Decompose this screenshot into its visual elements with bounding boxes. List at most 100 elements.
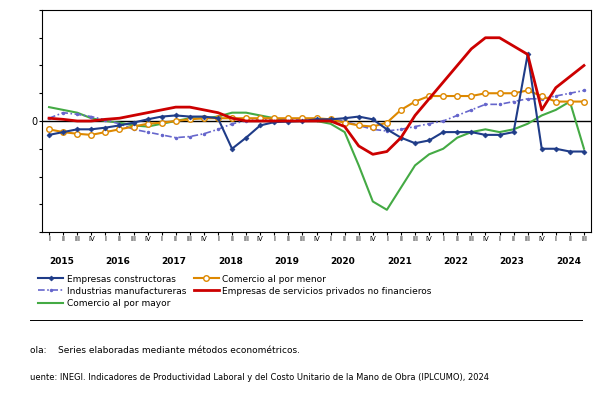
Empresas constructoras: [566, 149, 574, 154]
Comercio al por menor: [46, 127, 53, 132]
Industrias manufactureras: [102, 118, 109, 122]
Comercio al por mayor: [538, 113, 545, 118]
Comercio al por menor: [313, 116, 320, 121]
Industrias manufactureras: [454, 113, 461, 118]
Text: 2021: 2021: [387, 257, 412, 266]
Empresas constructoras: [257, 123, 264, 128]
Comercio al por mayor: [158, 121, 165, 126]
Empresas constructoras: [369, 117, 376, 122]
Comercio al por mayor: [116, 120, 123, 125]
Empresas de servicios privados no financieros: [313, 118, 320, 123]
Comercio al por menor: [257, 116, 264, 121]
Empresas de servicios privados no financieros: [397, 135, 404, 140]
Empresas de servicios privados no financieros: [566, 74, 574, 79]
Comercio al por mayor: [46, 105, 53, 110]
Line: Empresas constructoras: Empresas constructoras: [47, 53, 586, 153]
Empresas de servicios privados no financieros: [412, 113, 419, 118]
Industrias manufactureras: [425, 121, 433, 126]
Comercio al por mayor: [468, 130, 475, 134]
Comercio al por menor: [524, 88, 531, 93]
Comercio al por mayor: [510, 127, 517, 132]
Comercio al por menor: [341, 120, 348, 125]
Empresas constructoras: [214, 116, 221, 121]
Text: 2020: 2020: [331, 257, 355, 266]
Empresas de servicios privados no financieros: [327, 118, 334, 123]
Text: 2016: 2016: [106, 257, 130, 266]
Empresas de servicios privados no financieros: [524, 52, 531, 57]
Empresas de servicios privados no financieros: [74, 118, 81, 123]
Legend: Empresas constructoras, Industrias manufactureras, Comercio al por mayor, Comerc: Empresas constructoras, Industrias manuf…: [35, 271, 436, 312]
Comercio al por menor: [299, 116, 306, 121]
Text: 2015: 2015: [49, 257, 74, 266]
Empresas de servicios privados no financieros: [440, 80, 447, 84]
Empresas constructoras: [158, 114, 165, 119]
Comercio al por mayor: [383, 207, 391, 212]
Comercio al por mayor: [59, 108, 67, 112]
Industrias manufactureras: [383, 128, 391, 133]
Empresas constructoras: [130, 120, 137, 125]
Comercio al por menor: [214, 116, 221, 121]
Empresas constructoras: [425, 138, 433, 143]
Comercio al por menor: [130, 124, 137, 129]
Empresas constructoras: [200, 114, 208, 119]
Empresas de servicios privados no financieros: [369, 152, 376, 157]
Industrias manufactureras: [327, 117, 334, 122]
Comercio al por menor: [383, 120, 391, 125]
Comercio al por menor: [144, 121, 151, 126]
Comercio al por mayor: [580, 146, 587, 151]
Industrias manufactureras: [299, 117, 306, 122]
Comercio al por menor: [102, 130, 109, 134]
Empresas de servicios privados no financieros: [116, 116, 123, 121]
Line: Comercio al por menor: Comercio al por menor: [46, 88, 587, 138]
Industrias manufactureras: [369, 127, 376, 132]
Empresas de servicios privados no financieros: [482, 35, 489, 40]
Empresas de servicios privados no financieros: [102, 117, 109, 122]
Comercio al por mayor: [454, 135, 461, 140]
Empresas constructoras: [144, 117, 151, 122]
Empresas de servicios privados no financieros: [383, 149, 391, 154]
Empresas de servicios privados no financieros: [355, 144, 362, 148]
Empresas de servicios privados no financieros: [46, 116, 53, 121]
Industrias manufactureras: [88, 114, 95, 119]
Empresas de servicios privados no financieros: [580, 63, 587, 68]
Comercio al por mayor: [257, 113, 264, 118]
Empresas constructoras: [299, 118, 306, 123]
Comercio al por mayor: [214, 114, 221, 119]
Empresas de servicios privados no financieros: [214, 110, 221, 115]
Industrias manufactureras: [285, 117, 292, 122]
Comercio al por mayor: [285, 118, 292, 123]
Comercio al por mayor: [341, 130, 348, 134]
Industrias manufactureras: [242, 118, 250, 123]
Industrias manufactureras: [271, 117, 278, 122]
Comercio al por mayor: [172, 118, 179, 123]
Industrias manufactureras: [496, 102, 503, 107]
Industrias manufactureras: [59, 110, 67, 115]
Comercio al por mayor: [355, 163, 362, 168]
Comercio al por menor: [369, 124, 376, 129]
Empresas de servicios privados no financieros: [468, 46, 475, 51]
Industrias manufactureras: [313, 117, 320, 122]
Comercio al por menor: [496, 91, 503, 96]
Empresas constructoras: [74, 127, 81, 132]
Empresas constructoras: [88, 127, 95, 132]
Empresas constructoras: [552, 146, 559, 151]
Comercio al por mayor: [130, 123, 137, 128]
Industrias manufactureras: [200, 131, 208, 136]
Empresas constructoras: [454, 130, 461, 134]
Comercio al por menor: [538, 94, 545, 98]
Comercio al por mayor: [242, 110, 250, 115]
Comercio al por menor: [271, 116, 278, 121]
Industrias manufactureras: [116, 121, 123, 126]
Empresas constructoras: [242, 135, 250, 140]
Industrias manufactureras: [580, 88, 587, 93]
Comercio al por mayor: [552, 108, 559, 112]
Industrias manufactureras: [130, 127, 137, 132]
Comercio al por menor: [88, 132, 95, 137]
Industrias manufactureras: [412, 124, 419, 129]
Empresas de servicios privados no financieros: [271, 118, 278, 123]
Industrias manufactureras: [214, 127, 221, 132]
Comercio al por menor: [397, 108, 404, 112]
Comercio al por mayor: [397, 185, 404, 190]
Industrias manufactureras: [552, 94, 559, 98]
Industrias manufactureras: [440, 118, 447, 123]
